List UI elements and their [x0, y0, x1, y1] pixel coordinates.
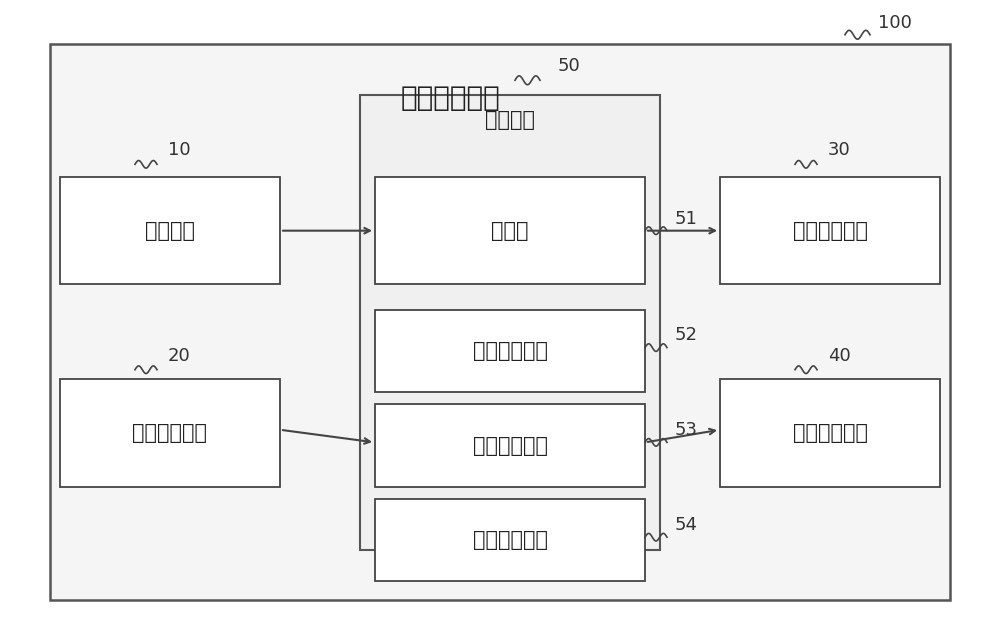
Text: 控制器: 控制器: [491, 221, 529, 241]
Text: 声音控制电路: 声音控制电路: [473, 530, 548, 550]
Text: 显示控制电路: 显示控制电路: [473, 435, 548, 456]
Text: 声音提示组件: 声音提示组件: [792, 423, 868, 443]
Bar: [375, 310, 645, 392]
Bar: [50, 44, 950, 600]
Text: 按键检测电路: 按键检测电路: [473, 341, 548, 361]
Bar: [720, 379, 940, 487]
Text: 控制组件: 控制组件: [485, 110, 535, 130]
Text: 灯光提示组件: 灯光提示组件: [792, 221, 868, 241]
Text: 52: 52: [675, 327, 698, 344]
Bar: [375, 177, 645, 284]
Text: 人机交互系统: 人机交互系统: [400, 84, 500, 112]
Bar: [360, 95, 660, 550]
Text: 20: 20: [168, 347, 191, 365]
Text: 10: 10: [168, 142, 191, 159]
Bar: [60, 177, 280, 284]
Bar: [375, 499, 645, 581]
Text: 51: 51: [675, 210, 698, 228]
Text: 接收组件: 接收组件: [145, 221, 195, 241]
Text: 温度检测组件: 温度检测组件: [132, 423, 207, 443]
Text: 53: 53: [675, 422, 698, 439]
Bar: [720, 177, 940, 284]
Text: 40: 40: [828, 347, 851, 365]
Text: 30: 30: [828, 142, 851, 159]
Text: 100: 100: [878, 14, 912, 32]
Text: 50: 50: [558, 57, 581, 75]
Bar: [60, 379, 280, 487]
Bar: [375, 404, 645, 487]
Text: 54: 54: [675, 516, 698, 534]
